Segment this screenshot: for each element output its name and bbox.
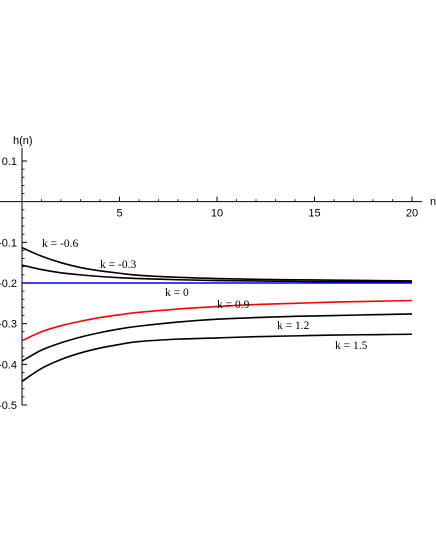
x-tick-label: 5 xyxy=(116,208,122,220)
y-tick-label: -0.4 xyxy=(0,359,17,371)
y-tick-label: -0.5 xyxy=(0,400,17,412)
x-tick-label: 10 xyxy=(211,208,223,220)
series-label: k = -0.3 xyxy=(100,259,136,271)
y-axis-title: h(n) xyxy=(13,135,33,147)
series-label: k = 1.5 xyxy=(335,340,368,352)
series-label: k = -0.6 xyxy=(42,238,78,250)
series-label: k = 0.9 xyxy=(217,299,250,311)
y-tick-label: -0.1 xyxy=(0,237,17,249)
series-line xyxy=(21,299,413,342)
series-line xyxy=(21,264,412,283)
x-axis-title: n xyxy=(430,196,436,208)
series-line xyxy=(21,246,413,282)
chart-axes: 5 10 15 20 0.1 -0.1 -0.2 -0.3 -0.4 -0.5 xyxy=(0,148,422,412)
y-tick-label: 0.1 xyxy=(2,156,17,168)
chart-series xyxy=(21,246,413,383)
x-tick-label: 15 xyxy=(308,208,320,220)
y-tick-label: -0.3 xyxy=(0,319,17,331)
x-tick-label: 20 xyxy=(406,208,418,220)
series-line xyxy=(21,333,413,383)
series-label: k = 1.2 xyxy=(277,320,310,332)
chart-series-labels: k = -0.6 k = -0.3 k = 0 k = 0.9 k = 1.2 k = 1… xyxy=(42,238,368,352)
y-tick-label: -0.2 xyxy=(0,278,17,290)
series-line xyxy=(21,313,413,362)
series-label: k = 0 xyxy=(165,287,189,299)
